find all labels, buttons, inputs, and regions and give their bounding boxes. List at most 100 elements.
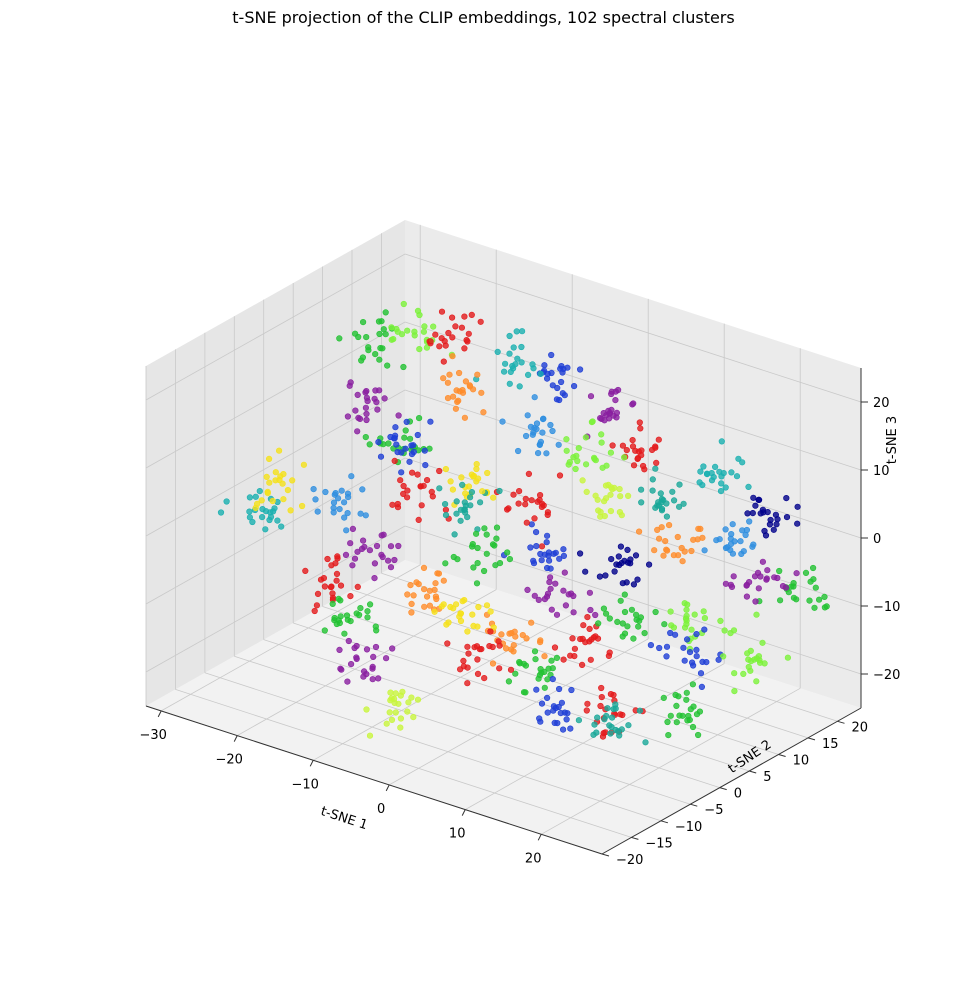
data-point (554, 384, 561, 392)
data-point (408, 600, 415, 608)
data-point (636, 707, 644, 714)
data-point (363, 670, 370, 678)
data-point (652, 504, 659, 511)
data-point (613, 409, 621, 417)
data-point (633, 616, 640, 623)
data-point (676, 481, 683, 488)
data-point (662, 537, 669, 545)
data-point (534, 450, 542, 457)
x-tick-label: −20 (215, 753, 242, 768)
data-point (623, 447, 630, 454)
data-point (400, 300, 407, 308)
data-point (790, 579, 797, 587)
chart-title: t-SNE projection of the CLIP embeddings,… (232, 8, 735, 27)
data-point (363, 410, 370, 418)
data-point (435, 570, 443, 577)
data-point (413, 579, 420, 586)
data-point (733, 473, 741, 480)
data-point (582, 639, 589, 646)
grid-line-z-side (145, 389, 406, 537)
data-point (498, 631, 505, 638)
y-tick-mark (631, 836, 639, 840)
data-point (549, 382, 556, 389)
z-tick-label: 10 (873, 464, 890, 479)
data-point (438, 308, 446, 315)
data-point (353, 610, 360, 617)
data-point (353, 655, 360, 663)
data-point (722, 544, 730, 552)
data-point (537, 438, 545, 446)
data-point (535, 675, 542, 682)
data-point (363, 416, 370, 424)
data-point (591, 455, 598, 463)
data-point (370, 653, 377, 661)
data-point (330, 499, 338, 506)
data-point (263, 473, 270, 481)
data-point (358, 545, 366, 553)
data-point (464, 643, 471, 650)
data-point (696, 479, 703, 486)
data-point (601, 417, 608, 424)
data-point (722, 484, 729, 491)
data-point (436, 467, 443, 475)
data-point (815, 596, 823, 603)
data-point (553, 611, 561, 618)
data-point (470, 564, 477, 571)
data-point (432, 580, 439, 587)
data-point (532, 528, 540, 536)
data-point (667, 712, 674, 719)
data-point (556, 472, 564, 479)
data-point (404, 708, 411, 715)
data-point (564, 710, 571, 717)
data-point (663, 653, 670, 660)
data-point (608, 555, 615, 563)
data-point (689, 723, 697, 731)
data-point (608, 388, 615, 395)
data-point (540, 415, 547, 422)
data-point (658, 496, 666, 503)
data-point (390, 336, 397, 343)
data-point (519, 631, 526, 639)
data-point (362, 434, 369, 441)
data-point (522, 501, 529, 508)
data-point (524, 586, 531, 594)
data-point (589, 418, 596, 425)
data-point (715, 656, 722, 663)
data-point (366, 441, 373, 448)
data-point (481, 674, 488, 682)
data-point (773, 521, 780, 528)
data-point (459, 481, 466, 489)
data-point (446, 371, 453, 378)
data-point (321, 583, 329, 590)
data-point (582, 461, 590, 468)
data-point (362, 512, 369, 519)
data-point (408, 442, 415, 449)
data-point (729, 521, 736, 528)
data-point (463, 337, 470, 344)
data-point (416, 415, 423, 422)
data-point (455, 397, 462, 404)
data-point (618, 726, 625, 733)
data-point (464, 680, 471, 687)
data-point (614, 618, 621, 626)
data-point (683, 636, 691, 643)
data-point (582, 434, 590, 441)
data-point (278, 523, 285, 530)
data-point (499, 418, 506, 425)
data-point (514, 447, 522, 455)
data-point (528, 497, 535, 504)
data-point (624, 492, 632, 500)
data-point (272, 469, 279, 476)
data-point (546, 574, 554, 581)
data-point (516, 658, 523, 666)
data-point (607, 508, 615, 515)
data-point (608, 406, 615, 414)
data-point (312, 496, 319, 503)
y-tick-mark (690, 803, 698, 807)
data-point (531, 515, 538, 522)
data-point (249, 518, 256, 526)
data-point (683, 606, 690, 613)
data-point (776, 597, 784, 604)
data-point (256, 488, 263, 495)
